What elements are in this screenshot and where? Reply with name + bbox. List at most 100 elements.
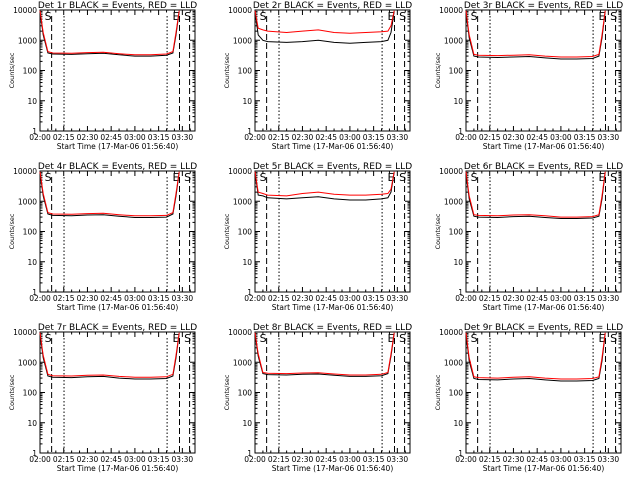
lld-series-line [39, 332, 180, 378]
y-tick-label: 10000 [13, 328, 37, 337]
y-tick-label: 1000 [233, 358, 252, 367]
detector-panel-5: Det 5r BLACK = Events, RED = LLD 1 10 100 10… [223, 162, 412, 312]
x-tick-label: 03:30 [598, 455, 620, 464]
x-tick-label: 02:30 [503, 133, 525, 142]
lld-series-line [39, 10, 180, 56]
x-tick-label: 03:00 [339, 455, 361, 464]
plot-frame [254, 331, 411, 454]
flag-label: S [184, 10, 191, 23]
x-tick-label: 02:30 [292, 455, 314, 464]
y-tick-label: 1 [458, 288, 463, 297]
x-tick-label: 03:15 [574, 294, 596, 303]
flag-label: S [610, 332, 617, 345]
x-tick-label: 02:00 [244, 455, 266, 464]
flag-label: S [610, 171, 617, 184]
plot-frame [465, 170, 622, 293]
flag-label: S [399, 332, 406, 345]
x-tick-label: 02:30 [503, 294, 525, 303]
y-tick-label: 10 [453, 419, 463, 428]
flag-label: E [388, 332, 395, 345]
x-tick-label: 02:00 [244, 133, 266, 142]
lld-series-line [465, 332, 606, 380]
detector-panel-9: Det 9r BLACK = Events, RED = LLD 1 10 100 10… [434, 323, 623, 473]
events-series-line [39, 11, 180, 57]
events-series-line [254, 11, 395, 44]
x-tick-label: 02:00 [244, 294, 266, 303]
x-tick-label: 02:15 [53, 133, 75, 142]
flag-label: S [471, 332, 478, 345]
x-tick-label: 03:30 [172, 455, 194, 464]
x-tick-label: 02:15 [53, 455, 75, 464]
x-tick-label: 03:00 [124, 294, 146, 303]
y-tick-label: 100 [23, 389, 38, 398]
flag-label: S [45, 10, 52, 23]
x-axis-label: Start Time (17-Mar-06 01:56:40) [57, 303, 179, 312]
x-axis-label: Start Time (17-Mar-06 01:56:40) [272, 303, 394, 312]
plot-frame [39, 170, 196, 293]
flag-label: S [399, 171, 406, 184]
y-tick-label: 1000 [18, 197, 37, 206]
y-tick-label: 1 [458, 127, 463, 136]
y-axis-label: Counts/sec [8, 374, 16, 410]
x-tick-label: 03:15 [148, 294, 170, 303]
x-tick-label: 02:00 [29, 455, 51, 464]
x-tick-label: 02:30 [77, 455, 99, 464]
flag-label: E [173, 171, 180, 184]
y-tick-label: 1000 [18, 358, 37, 367]
flag-label: S [260, 332, 267, 345]
x-tick-label: 02:45 [100, 133, 122, 142]
flag-label: E [388, 171, 395, 184]
y-tick-label: 100 [238, 389, 253, 398]
flag-label: S [260, 10, 267, 23]
y-tick-label: 100 [238, 228, 253, 237]
x-tick-label: 02:45 [315, 455, 337, 464]
x-tick-label: 02:30 [77, 133, 99, 142]
x-tick-label: 02:00 [455, 455, 477, 464]
y-tick-label: 10 [242, 258, 252, 267]
y-tick-label: 1 [32, 127, 37, 136]
x-tick-label: 03:30 [598, 294, 620, 303]
events-series-line [465, 333, 606, 382]
x-tick-label: 02:15 [479, 455, 501, 464]
events-series-line [465, 172, 606, 219]
x-tick-label: 03:30 [598, 133, 620, 142]
y-tick-label: 10000 [439, 167, 463, 176]
x-tick-label: 02:00 [455, 133, 477, 142]
plot-frame [39, 9, 196, 132]
plot-frame [254, 170, 411, 293]
x-tick-label: 03:00 [339, 133, 361, 142]
y-tick-label: 10 [27, 97, 37, 106]
x-tick-label: 02:15 [268, 133, 290, 142]
x-tick-label: 03:00 [550, 133, 572, 142]
plot-frame [39, 331, 196, 454]
x-axis-label: Start Time (17-Mar-06 01:56:40) [272, 142, 394, 151]
x-tick-label: 03:00 [124, 133, 146, 142]
events-series-line [254, 172, 395, 201]
y-tick-label: 10000 [439, 328, 463, 337]
x-axis-label: Start Time (17-Mar-06 01:56:40) [483, 464, 605, 473]
flag-label: S [184, 171, 191, 184]
flag-label: S [260, 171, 267, 184]
x-tick-label: 03:15 [148, 133, 170, 142]
plot-frame [465, 331, 622, 454]
flag-label: E [173, 332, 180, 345]
y-tick-label: 10 [453, 258, 463, 267]
flag-label: S [184, 332, 191, 345]
y-tick-label: 10000 [228, 167, 252, 176]
y-tick-label: 100 [449, 228, 464, 237]
x-tick-label: 02:45 [526, 133, 548, 142]
events-series-line [254, 333, 395, 377]
y-tick-label: 1000 [444, 36, 463, 45]
y-tick-label: 10 [453, 97, 463, 106]
x-tick-label: 02:45 [315, 294, 337, 303]
x-tick-label: 02:00 [29, 294, 51, 303]
x-tick-label: 02:45 [526, 455, 548, 464]
y-tick-label: 100 [449, 67, 464, 76]
flag-label: E [599, 332, 606, 345]
panel-title: Det 7r BLACK = Events, RED = LLD [38, 323, 197, 333]
y-tick-label: 10 [27, 258, 37, 267]
y-axis-label: Counts/sec [8, 52, 16, 88]
y-tick-label: 10 [242, 419, 252, 428]
y-tick-label: 10000 [228, 328, 252, 337]
x-tick-label: 03:30 [172, 133, 194, 142]
